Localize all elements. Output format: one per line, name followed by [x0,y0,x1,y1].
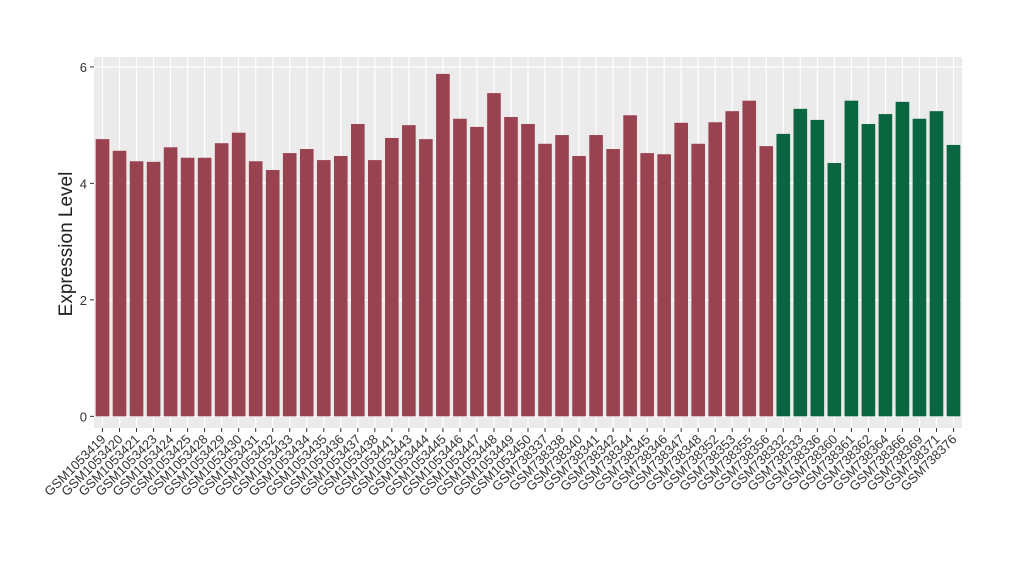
bar [929,111,944,417]
bar [163,147,178,417]
bar [742,100,757,417]
bar [878,114,893,417]
bar [487,93,501,417]
bar [112,150,127,417]
y-tick-label: 4 [80,176,87,191]
bar [657,154,671,417]
bar [180,157,195,417]
bar [946,144,961,417]
bar [419,139,433,417]
bar [827,163,842,417]
bar [436,73,450,417]
bar [623,115,637,417]
bar [759,146,774,417]
y-tick-label: 2 [80,293,87,308]
bar [691,143,706,417]
bar [282,153,297,417]
y-tick-label: 6 [80,60,87,75]
bar [776,133,791,417]
bar [197,157,212,417]
bar [470,126,484,417]
bar [725,111,740,417]
bar [368,160,382,417]
y-tick-label: 0 [80,409,87,424]
bar [521,123,535,417]
bar [708,122,723,417]
bar [333,156,348,417]
bar [299,149,314,417]
bar [810,119,825,417]
bar [572,156,586,417]
bar [674,122,688,417]
bar [129,161,144,417]
bar [248,161,263,417]
bar [895,101,910,417]
bar [214,143,229,417]
bar [589,135,603,417]
bar [793,108,808,417]
bar [231,132,246,417]
y-axis-title: Expression Level [56,172,77,317]
bar [912,118,927,417]
bar [844,100,859,417]
bar [504,116,518,417]
bar [640,153,654,417]
bar [555,135,569,417]
bar [402,125,416,417]
bar [861,123,876,417]
bar [316,160,331,417]
bar [538,143,552,417]
bar [385,137,399,417]
bar [95,139,110,417]
bar [265,169,280,417]
bar [453,118,467,417]
bar [606,149,620,417]
bar [350,123,365,417]
bar [146,161,161,417]
